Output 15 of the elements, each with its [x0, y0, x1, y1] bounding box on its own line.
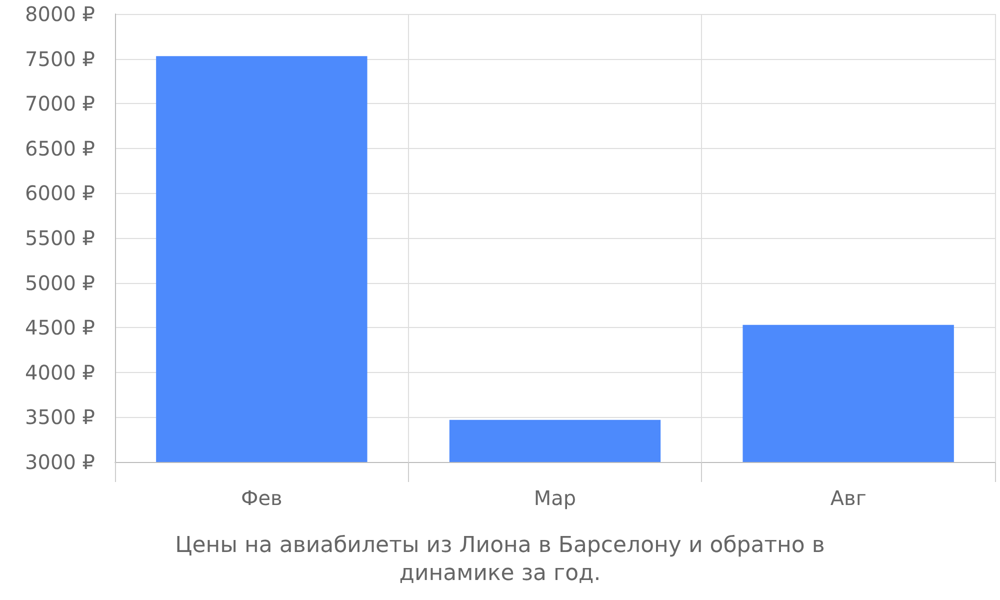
y-tick-label: 7500 ₽ [25, 46, 96, 71]
y-tick-label: 3500 ₽ [25, 405, 96, 430]
y-tick-label: 8000 ₽ [25, 2, 96, 26]
x-tick-label: Мар [534, 486, 576, 510]
y-tick-label: 7000 ₽ [25, 92, 96, 116]
text: Цены на авиабилеты из Лиона в Барселону и обратно в динамике за год. [174, 532, 826, 588]
y-tick-label: 6500 ₽ [25, 136, 96, 160]
y-tick-label: 4500 ₽ [25, 316, 96, 340]
x-tick-label: Авг [830, 486, 866, 510]
y-tick-label: 3000 ₽ [25, 450, 96, 474]
y-tick-label: 5500 ₽ [25, 226, 96, 250]
y-tick-label: 5000 ₽ [25, 270, 96, 295]
x-tick-label: Фев [241, 486, 282, 510]
y-tick-label: 6000 ₽ [25, 181, 96, 206]
y-tick-label: 4000 ₽ [25, 360, 96, 384]
